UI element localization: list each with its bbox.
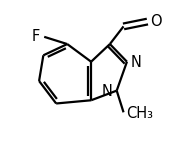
Text: O: O xyxy=(150,14,162,29)
Text: CH₃: CH₃ xyxy=(127,106,154,121)
Text: F: F xyxy=(32,29,40,44)
Text: N: N xyxy=(130,55,141,69)
Text: N: N xyxy=(102,84,112,99)
